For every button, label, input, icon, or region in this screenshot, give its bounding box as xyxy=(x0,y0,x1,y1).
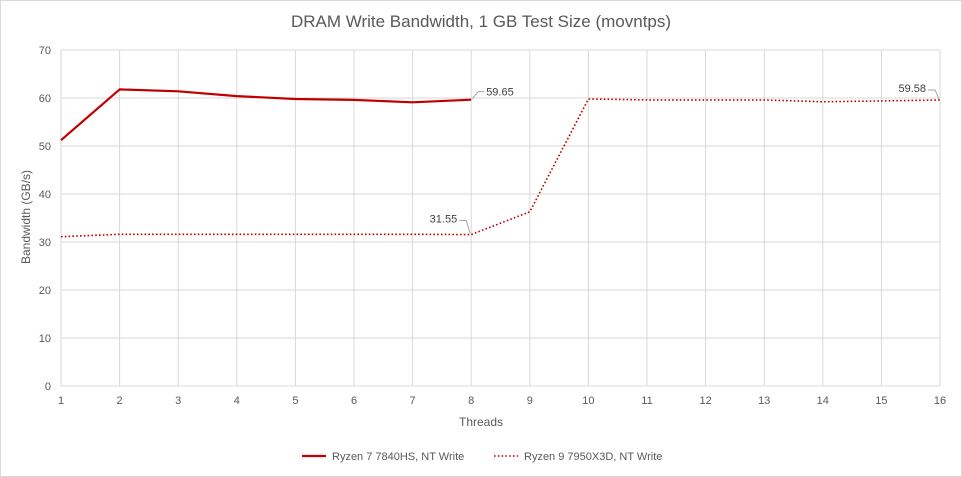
y-tick-label: 10 xyxy=(39,333,51,345)
legend-label-1: Ryzen 7 7840HS, NT Write xyxy=(332,451,464,463)
data-label: 59.65 xyxy=(486,87,514,99)
y-tick-label: 60 xyxy=(39,93,51,105)
x-tick-label: 12 xyxy=(699,395,711,407)
x-tick-label: 7 xyxy=(410,395,416,407)
legend: Ryzen 7 7840HS, NT Write Ryzen 9 7950X3D,… xyxy=(302,451,662,463)
x-axis-label: Threads xyxy=(459,415,503,429)
x-tick-label: 1 xyxy=(58,395,64,407)
x-tick-label: 16 xyxy=(934,395,946,407)
x-tick-label: 5 xyxy=(292,395,298,407)
data-label: 31.55 xyxy=(430,214,458,226)
data-labels: 59.65 31.55 59.58 xyxy=(430,83,940,234)
data-label: 59.58 xyxy=(898,83,926,95)
data-label-leader xyxy=(459,220,471,234)
y-tick-label: 70 xyxy=(39,45,51,57)
x-tick-label: 14 xyxy=(817,395,829,407)
x-tick-label: 15 xyxy=(875,395,887,407)
y-tick-label: 40 xyxy=(39,189,51,201)
x-tick-label: 6 xyxy=(351,395,357,407)
x-tick-label: 2 xyxy=(117,395,123,407)
x-axis-ticks: 1 2 3 4 5 6 7 8 9 10 11 12 13 14 15 16 xyxy=(58,395,946,407)
series-line-1 xyxy=(60,88,472,142)
x-tick-label: 4 xyxy=(234,395,240,407)
y-axis-label: Bandwidth (GB/s) xyxy=(19,170,33,264)
series-lines xyxy=(60,88,941,238)
y-axis-ticks: 0 10 20 30 40 50 60 70 xyxy=(39,45,51,393)
x-tick-label: 9 xyxy=(527,395,533,407)
series-line-2 xyxy=(60,98,941,238)
data-label-leader xyxy=(471,91,485,100)
y-tick-label: 50 xyxy=(39,141,51,153)
x-tick-label: 11 xyxy=(641,395,652,407)
x-tick-label: 3 xyxy=(175,395,181,407)
x-tick-label: 10 xyxy=(582,395,594,407)
y-tick-label: 0 xyxy=(45,381,51,393)
y-tick-label: 30 xyxy=(39,237,51,249)
legend-label-2: Ryzen 9 7950X3D, NT Write xyxy=(524,451,662,463)
x-tick-label: 8 xyxy=(468,395,474,407)
chart-title: DRAM Write Bandwidth, 1 GB Test Size (mo… xyxy=(291,12,671,31)
y-tick-label: 20 xyxy=(39,285,51,297)
x-tick-label: 13 xyxy=(758,395,770,407)
gridlines xyxy=(60,49,941,387)
data-label-leader xyxy=(928,89,940,100)
